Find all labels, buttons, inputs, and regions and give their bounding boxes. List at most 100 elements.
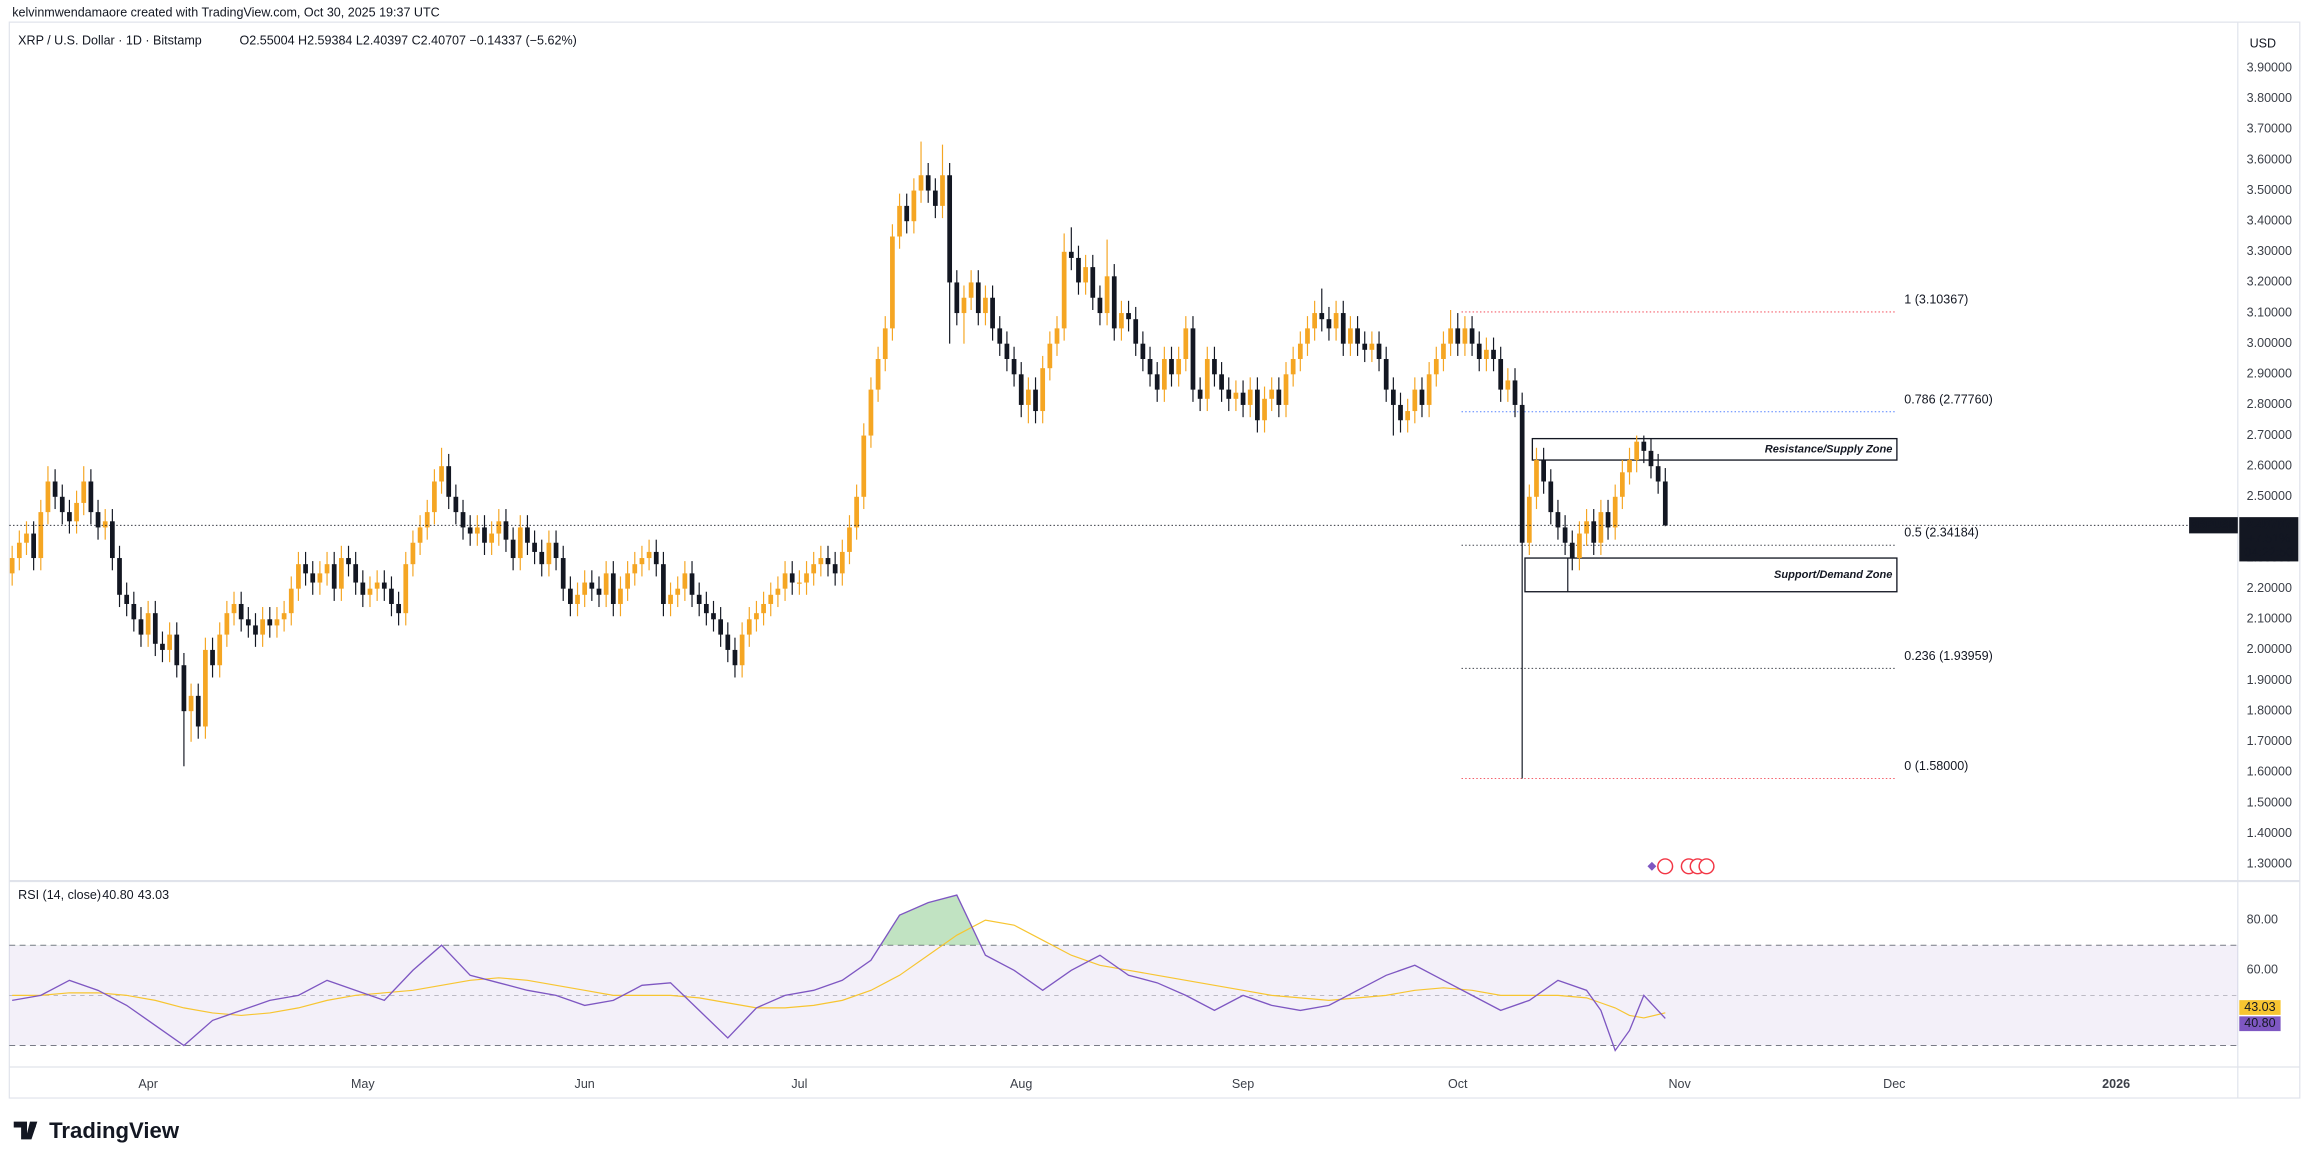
x-tick-label: Nov — [1668, 1077, 1691, 1091]
candle-body — [818, 558, 824, 565]
candle-body — [1519, 404, 1525, 543]
candle-body — [281, 613, 287, 620]
y-tick-label: 3.90000 — [2247, 60, 2292, 74]
candle-body — [1362, 343, 1368, 350]
event-icon — [1647, 861, 1657, 871]
candle-body — [797, 582, 802, 584]
price-change: +7.51% — [2247, 532, 2290, 546]
zone-label: Support/Demand Zone — [1774, 569, 1892, 581]
candle-body — [1462, 328, 1468, 344]
candle-body — [689, 573, 695, 595]
y-tick-label: 1.30000 — [2247, 857, 2292, 871]
candle-body — [1126, 313, 1131, 320]
x-tick-label: Jun — [575, 1077, 595, 1091]
candle-body — [1505, 380, 1511, 390]
price-tag — [2239, 517, 2299, 562]
fib-label: 0.236 (1.93959) — [1904, 649, 1992, 663]
candle-body — [1104, 276, 1110, 314]
candle-body — [160, 643, 165, 650]
y-tick-label: 1.80000 — [2247, 703, 2292, 717]
candle-body — [789, 573, 795, 583]
candle-body — [1133, 319, 1139, 344]
rsi-line — [12, 894, 1666, 1052]
candle-body — [482, 527, 487, 543]
candle-body — [1319, 313, 1325, 320]
y-tick-label: 3.40000 — [2247, 214, 2292, 228]
candle-body — [152, 613, 158, 644]
candle-body — [1577, 533, 1582, 559]
candle-body — [1376, 343, 1382, 359]
candle-body — [474, 527, 480, 534]
candle-body — [646, 551, 652, 559]
rsi-badge — [2239, 1000, 2281, 1015]
candle-body — [653, 551, 659, 565]
x-tick-label: 2026 — [2102, 1077, 2130, 1091]
rsi-value: 40.80 — [102, 888, 133, 902]
credit: kelvinmwendamaore created with TradingVi… — [12, 6, 439, 20]
candle-body — [339, 558, 344, 589]
candle-body — [890, 236, 895, 329]
quote: O2.55004 H2.59384 L2.40397 C2.40707 −0.1… — [240, 34, 577, 48]
candle-body — [1312, 313, 1317, 329]
logo: TradingView — [13, 1118, 180, 1143]
candle-body — [1183, 328, 1189, 359]
candle-body — [1040, 368, 1046, 412]
candle-body — [746, 619, 752, 635]
candle-body — [1619, 472, 1625, 497]
candle-body — [124, 594, 130, 604]
candle-body — [439, 466, 444, 482]
price-tag-text: 2.40707 — [2246, 518, 2291, 532]
candle-body — [925, 175, 931, 191]
event-icon — [1657, 858, 1674, 875]
candle-body — [1369, 343, 1375, 350]
candle-body — [560, 558, 566, 589]
candle-body — [868, 389, 874, 436]
candle-body — [74, 502, 79, 522]
candle-body — [81, 481, 87, 503]
candle-body — [102, 521, 108, 528]
candle-body — [1018, 374, 1024, 405]
candle-body — [288, 588, 294, 614]
candle-body — [632, 564, 638, 574]
candle-body — [825, 558, 831, 565]
candle-body — [45, 481, 51, 513]
rsi-badge — [2239, 1016, 2281, 1032]
candle-body — [331, 564, 337, 589]
candle-body — [1569, 542, 1575, 559]
candle-body — [353, 564, 359, 583]
candle-body — [1512, 380, 1518, 405]
candle-body — [1297, 343, 1303, 359]
candle-body — [1641, 441, 1647, 451]
zone — [1531, 437, 1898, 461]
candle-body — [525, 527, 530, 543]
candle-body — [167, 634, 172, 650]
fib-label: 1 (3.10367) — [1904, 292, 1968, 306]
candle-body — [1068, 251, 1074, 258]
candle-body — [138, 619, 144, 635]
candle-body — [389, 588, 394, 604]
candle-body — [1634, 441, 1640, 461]
candle-body — [1412, 389, 1418, 412]
countdown: 04:22:50 — [2244, 546, 2293, 560]
candle-body — [38, 512, 44, 559]
rsi-badge-text: 40.80 — [2244, 1016, 2275, 1030]
candle-body — [754, 613, 759, 620]
candle-body — [732, 649, 738, 666]
candle-body — [1398, 404, 1403, 421]
candle-body — [1333, 313, 1339, 329]
candle-body — [1648, 450, 1654, 467]
candle-body — [932, 190, 938, 206]
candle-body — [1419, 389, 1425, 405]
symbol-tag-text: XRPUSD — [2190, 519, 2236, 531]
y-tick-label: 3.30000 — [2247, 244, 2292, 258]
candle-body — [1147, 358, 1153, 375]
candle-body — [188, 695, 194, 712]
candle-body — [882, 328, 888, 359]
candle-body — [181, 665, 187, 712]
candle-body — [496, 521, 502, 534]
candle-body — [1269, 389, 1275, 399]
candle-body — [603, 573, 609, 595]
candle-body — [1662, 481, 1668, 526]
rsi-ma-value: 43.03 — [138, 888, 169, 902]
y-tick-label: 2.20000 — [2247, 581, 2292, 595]
